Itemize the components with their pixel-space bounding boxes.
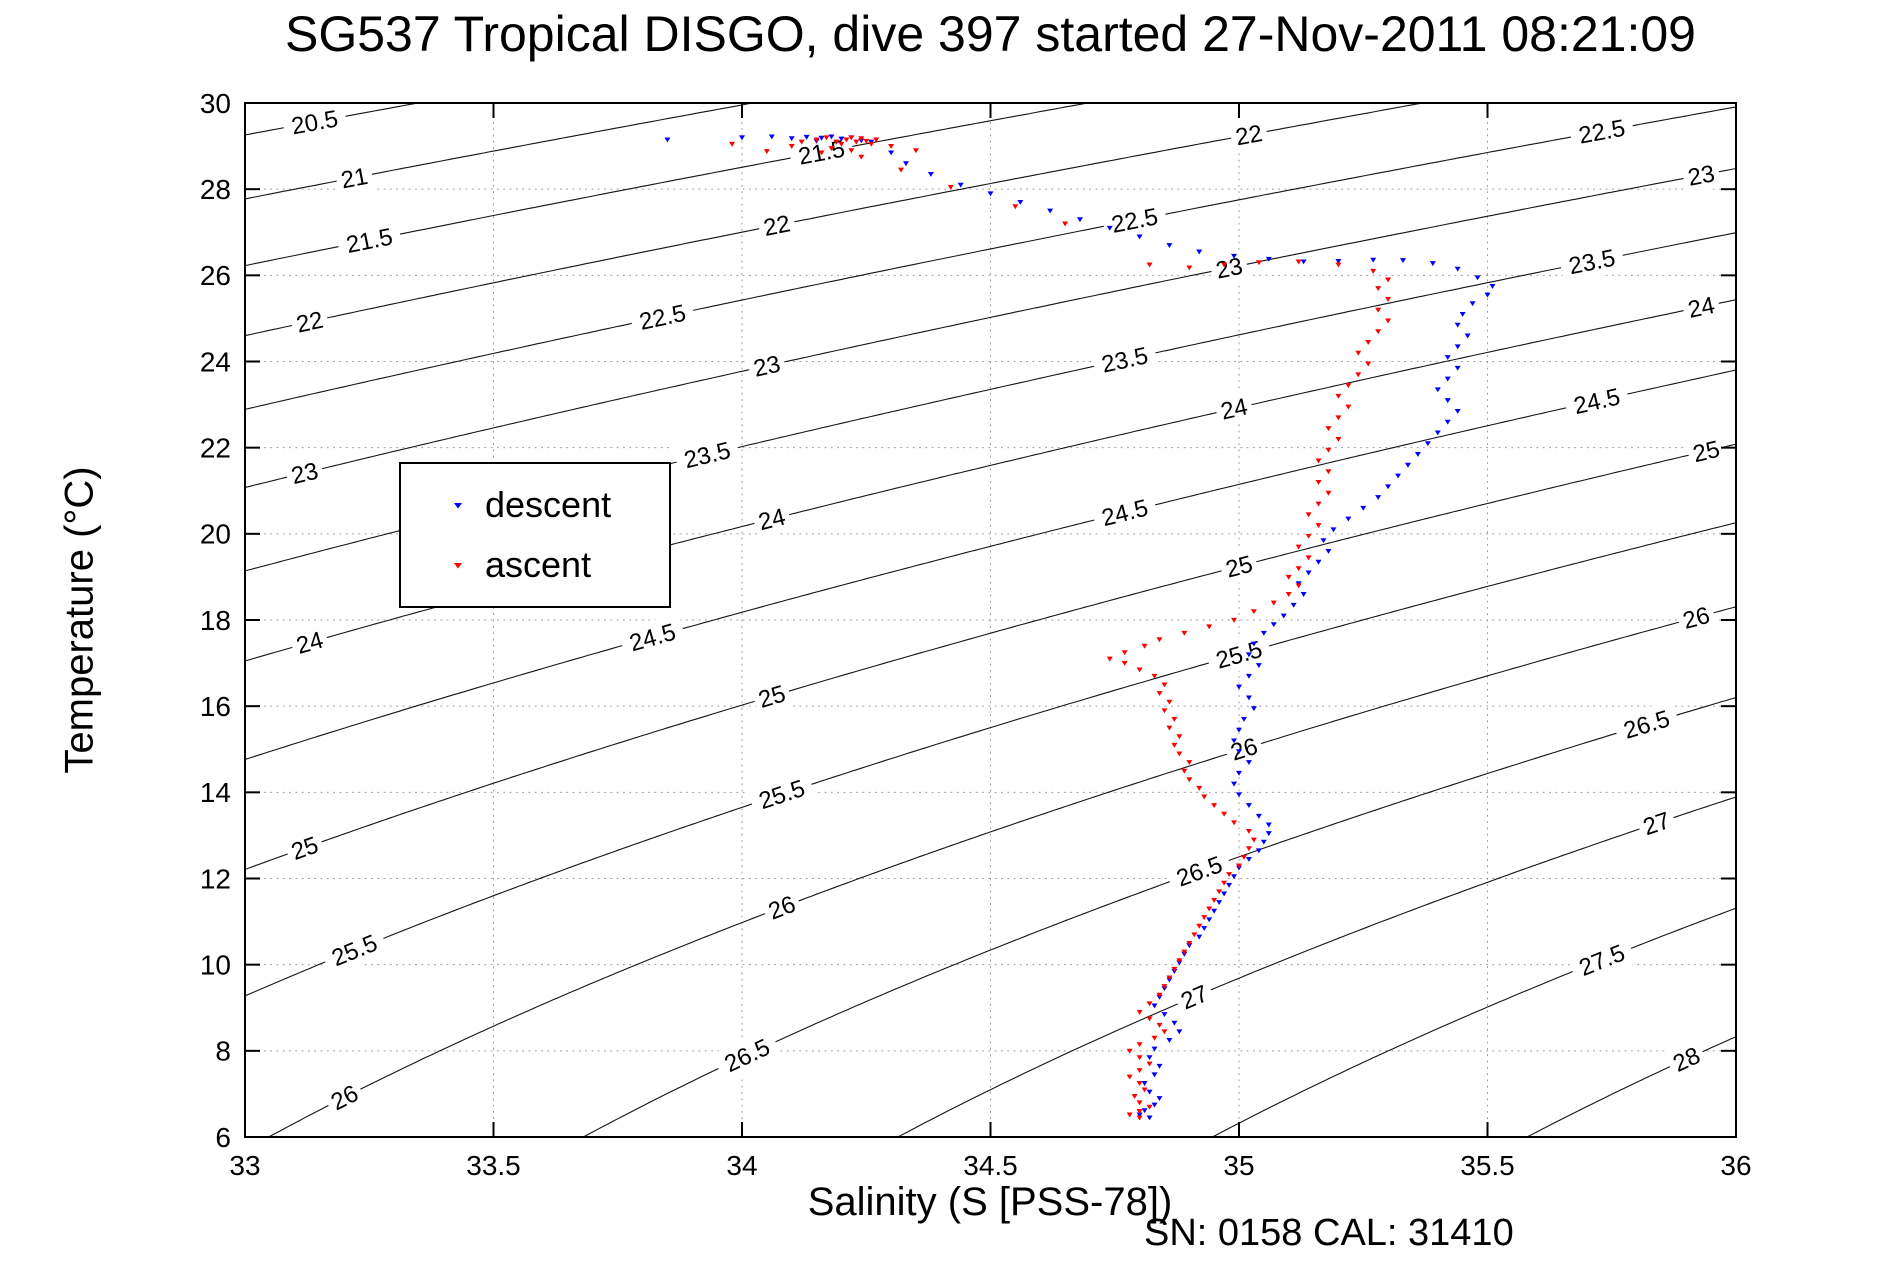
svg-text:21: 21 — [339, 163, 370, 195]
legend: descent ascent — [399, 462, 671, 608]
svg-text:25.5: 25.5 — [756, 775, 809, 815]
svg-text:25: 25 — [1223, 551, 1256, 584]
descent-marker-icon — [454, 503, 462, 509]
grid-lines — [245, 103, 1736, 1137]
svg-text:34.5: 34.5 — [963, 1150, 1018, 1181]
svg-text:26: 26 — [200, 260, 231, 291]
svg-text:24: 24 — [200, 346, 231, 377]
svg-text:33.5: 33.5 — [466, 1150, 521, 1181]
legend-item-ascent: ascent — [401, 543, 669, 585]
x-axis-label: Salinity (S [PSS-78]) — [807, 1180, 1173, 1224]
ascent-marker-icon — [454, 562, 462, 569]
svg-text:24: 24 — [1218, 393, 1250, 425]
y-axis-label: Temperature (°C) — [57, 466, 102, 774]
svg-text:22: 22 — [200, 432, 231, 463]
svg-text:6: 6 — [215, 1122, 231, 1153]
svg-text:16: 16 — [200, 691, 231, 722]
tick-labels: 33 33.5 34 34.5 35 35.5 36 6 8 10 12 14 16 18 20 22 24 26… — [200, 88, 1752, 1181]
svg-text:24.5: 24.5 — [1099, 495, 1151, 533]
svg-text:14: 14 — [200, 777, 231, 808]
svg-text:24: 24 — [756, 504, 788, 537]
svg-text:25.5: 25.5 — [1213, 636, 1265, 675]
svg-text:35.5: 35.5 — [1460, 1150, 1515, 1181]
svg-text:25: 25 — [1690, 436, 1722, 468]
svg-text:26.5: 26.5 — [1620, 705, 1673, 744]
sn-cal-annotation: SN: 0158 CAL: 31410 — [1144, 1212, 1514, 1254]
svg-text:23: 23 — [1214, 253, 1246, 285]
svg-text:24.5: 24.5 — [627, 619, 679, 658]
svg-text:23.5: 23.5 — [682, 437, 734, 474]
svg-text:36: 36 — [1720, 1150, 1751, 1181]
legend-item-descent: descent — [401, 487, 669, 523]
chart-title: SG537 Tropical DISGO, dive 397 started 2… — [285, 6, 1696, 62]
svg-text:23: 23 — [289, 457, 321, 490]
legend-label-descent: descent — [485, 484, 612, 526]
svg-text:34: 34 — [726, 1150, 757, 1181]
svg-text:22: 22 — [761, 210, 792, 242]
svg-text:23: 23 — [1686, 160, 1717, 191]
svg-text:10: 10 — [200, 949, 231, 980]
svg-text:24: 24 — [1686, 292, 1718, 324]
svg-text:18: 18 — [200, 605, 231, 636]
svg-text:20: 20 — [200, 519, 231, 550]
scatter-descent — [664, 134, 1496, 1121]
svg-text:35: 35 — [1223, 1150, 1254, 1181]
svg-text:12: 12 — [200, 863, 231, 894]
svg-text:23: 23 — [751, 351, 783, 383]
svg-text:30: 30 — [200, 88, 231, 119]
svg-text:8: 8 — [215, 1036, 231, 1067]
svg-text:22: 22 — [294, 307, 326, 339]
contour-labels: 20.52121.521.522222222.522.522.523232323… — [280, 103, 1728, 1120]
axes-box — [244, 102, 1737, 1138]
scatter-ascent — [729, 135, 1392, 1121]
svg-text:33: 33 — [229, 1150, 260, 1181]
svg-text:22: 22 — [1233, 120, 1264, 151]
legend-label-ascent: ascent — [485, 543, 592, 585]
svg-text:28: 28 — [200, 174, 231, 205]
